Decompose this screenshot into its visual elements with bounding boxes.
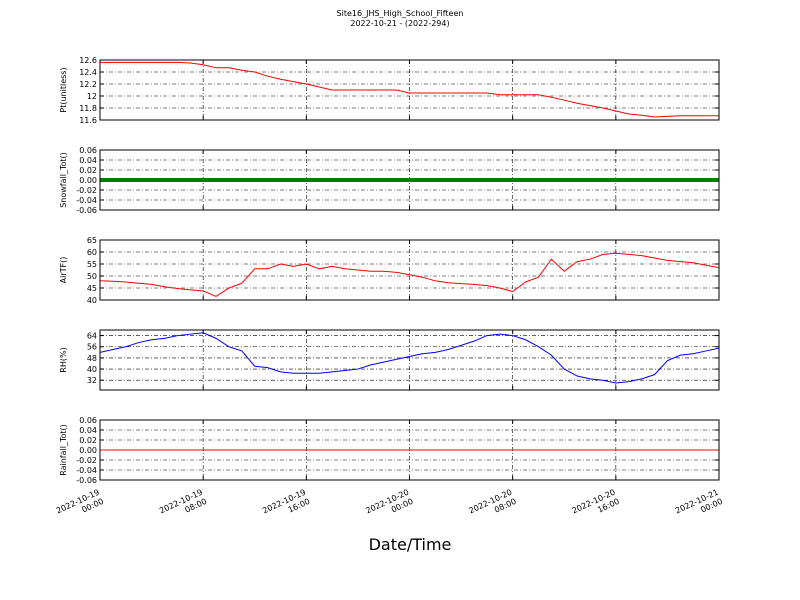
y-tick-label: 12.4 [79, 68, 97, 77]
plot-area [100, 61, 719, 118]
y-axis-label: Rainfall_Tot() [59, 424, 68, 476]
y-tick-label: 45 [87, 284, 97, 293]
y-tick-label: 12 [87, 92, 97, 101]
y-tick-label: 0.06 [79, 416, 97, 425]
y-tick-label: 11.6 [79, 116, 97, 125]
y-tick-label: -0.04 [76, 466, 97, 475]
x-axis-label: Date/Time [369, 535, 452, 554]
y-tick-label: -0.02 [76, 186, 97, 195]
y-tick-label: -0.06 [76, 206, 97, 215]
x-tick-label: 2022-10-1908:00 [158, 488, 208, 525]
y-tick-label: 32 [87, 376, 97, 385]
y-tick-label: 0.04 [79, 156, 97, 165]
y-tick-label: 0.06 [79, 146, 97, 155]
y-tick-label: 0.00 [79, 446, 97, 455]
x-tick-label: 2022-10-2100:00 [674, 488, 724, 525]
chart-subtitle: 2022-10-21 - (2022-294) [350, 19, 449, 28]
y-axis-label: Pt(unitless) [59, 67, 68, 112]
y-tick-label: -0.04 [76, 196, 97, 205]
x-tick-label: 2022-10-1900:00 [55, 488, 105, 525]
y-tick-label: 40 [87, 296, 97, 305]
y-axis-label: Snowfall_Tot() [59, 152, 68, 208]
y-tick-label: 64 [87, 332, 97, 341]
data-line [100, 252, 719, 297]
x-tick-label: 2022-10-2008:00 [468, 488, 518, 525]
y-tick-label: 60 [87, 248, 97, 257]
y-tick-label: 12.2 [79, 80, 97, 89]
y-tick-label: 40 [87, 365, 97, 374]
y-axis-label: AirTF() [59, 257, 68, 284]
x-tick-label: 2022-10-2016:00 [571, 488, 621, 525]
y-tick-label: 11.8 [79, 104, 97, 113]
x-tick-label: 2022-10-1916:00 [261, 488, 311, 525]
y-tick-label: -0.02 [76, 456, 97, 465]
y-tick-label: 0.00 [79, 176, 97, 185]
y-tick-label: 48 [87, 354, 97, 363]
plot-area [100, 252, 719, 297]
y-tick-label: 65 [87, 236, 97, 245]
y-tick-label: 50 [87, 272, 97, 281]
x-tick-label: 2022-10-2000:00 [364, 488, 414, 525]
y-tick-label: 55 [87, 260, 97, 269]
data-line [100, 61, 719, 118]
chart-title: Site16_JHS_High_School_Fifteen [337, 9, 464, 18]
y-tick-label: 12.6 [79, 56, 97, 65]
y-tick-label: 0.02 [79, 166, 97, 175]
y-tick-label: -0.06 [76, 476, 97, 485]
y-tick-label: 0.02 [79, 436, 97, 445]
y-axis-label: RH(%) [59, 347, 68, 372]
y-tick-label: 0.04 [79, 426, 97, 435]
y-tick-label: 56 [87, 343, 97, 352]
